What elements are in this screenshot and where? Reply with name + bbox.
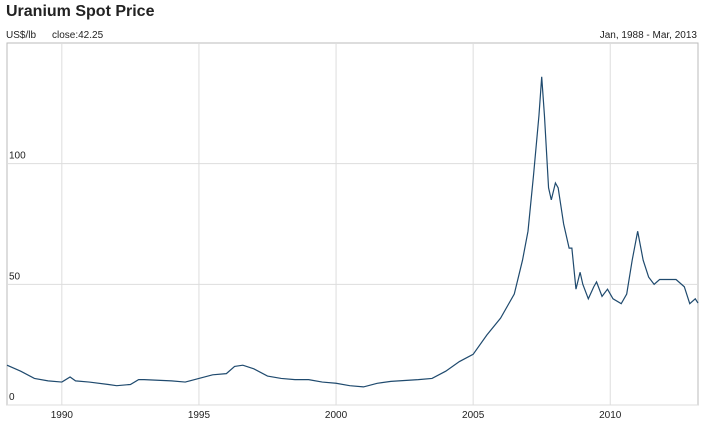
- y-axis-label: US$/lb: [6, 30, 36, 41]
- x-tick-label: 1990: [51, 410, 74, 421]
- plot-frame: [6, 42, 699, 406]
- y-tick-label: 0: [9, 392, 15, 403]
- close-label: close:42.25: [52, 30, 104, 41]
- range-label: Jan, 1988 - Mar, 2013: [600, 30, 698, 41]
- y-tick-label: 100: [9, 151, 26, 162]
- y-tick-label: 50: [9, 271, 21, 282]
- x-tick-label: 2000: [325, 410, 348, 421]
- x-tick-label: 1995: [188, 410, 211, 421]
- chart-title: Uranium Spot Price: [6, 3, 155, 20]
- x-tick-label: 2005: [462, 410, 485, 421]
- x-tick-label: 2010: [599, 410, 622, 421]
- price-line: [6, 76, 699, 388]
